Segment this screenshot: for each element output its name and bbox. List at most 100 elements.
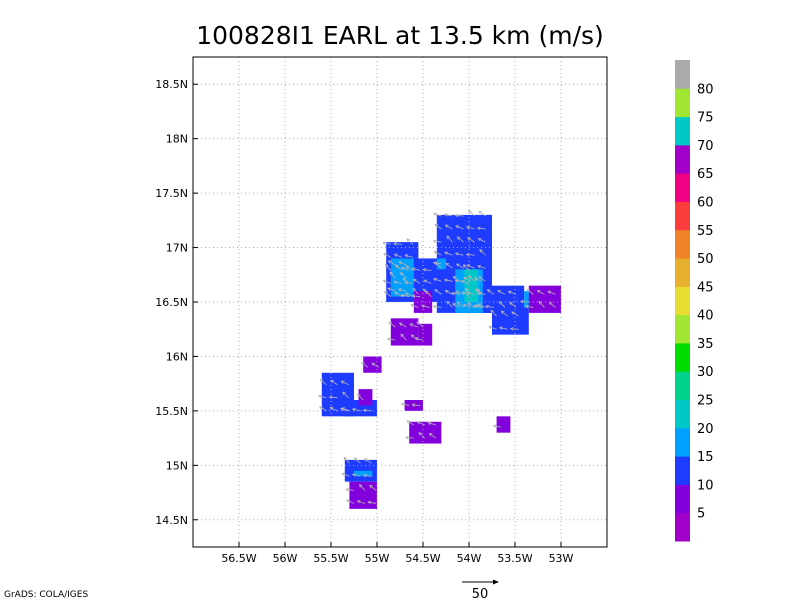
wind-vector-head [387, 260, 392, 264]
wind-vector-head [411, 267, 416, 271]
wind-vector [388, 321, 396, 328]
colorbar-swatch [675, 286, 690, 316]
wind-vector [455, 252, 464, 256]
wind-vector-head [342, 391, 346, 396]
wind-vector-head [360, 361, 365, 366]
wind-vector [466, 254, 475, 256]
wind-vector [452, 303, 460, 308]
colorbar-label: 25 [697, 394, 714, 409]
wind-vector [497, 290, 506, 295]
wind-vector [399, 322, 407, 328]
wind-vector [455, 215, 464, 217]
wind-vector-head [389, 271, 394, 276]
wind-vector-head [467, 237, 471, 241]
wind-vector-head [343, 456, 348, 461]
wind-vector-head [356, 500, 361, 504]
wind-vector [418, 432, 426, 439]
wind-vector-head [433, 277, 437, 282]
wind-vector-head [404, 435, 409, 440]
wind-vector [354, 457, 361, 464]
wind-vector-head [462, 303, 467, 308]
wind-vector-head [477, 264, 481, 269]
wind-vector [409, 323, 418, 328]
wind-vector-head [500, 310, 505, 315]
wind-vector [417, 421, 426, 426]
y-tick-label: 15.5N [155, 405, 188, 418]
wind-vector [453, 276, 461, 282]
wind-vector [463, 277, 472, 282]
wind-vector-head [367, 500, 372, 505]
speed-region-20 [496, 416, 511, 433]
wind-vector-head [393, 242, 397, 246]
wind-vector [384, 291, 392, 297]
colorbar-label: 15 [697, 450, 714, 465]
wind-vector-head [409, 323, 414, 327]
wind-vector-head [478, 210, 483, 215]
colorbar-label: 10 [697, 478, 714, 493]
wind-vector [413, 278, 421, 284]
wind-vector-head [455, 225, 460, 229]
wind-vector [444, 252, 453, 256]
wind-vector [499, 301, 506, 308]
wind-vector [446, 235, 453, 243]
wind-vector [479, 249, 486, 256]
wind-vector [416, 321, 424, 328]
colorbar-label: 75 [697, 111, 714, 126]
wind-vector [520, 300, 529, 303]
wind-vector [456, 263, 464, 269]
wind-vector [511, 311, 519, 317]
wind-vector-head [467, 210, 472, 214]
wind-vector [341, 380, 349, 386]
wind-vector-head [432, 304, 437, 309]
y-tick-label: 16N [166, 350, 188, 363]
wind-vector-head [414, 337, 419, 341]
wind-vector-head [509, 327, 514, 331]
wind-vector-head [434, 289, 439, 293]
wind-vector [547, 290, 556, 295]
wind-vector [499, 327, 508, 330]
wind-vector [394, 253, 402, 258]
wind-vector-head [511, 311, 515, 315]
wind-vector [488, 326, 497, 330]
wind-vector [394, 292, 403, 297]
wind-vector-head [432, 239, 437, 243]
wind-vector [383, 280, 391, 284]
wind-vector-head [433, 212, 437, 216]
wind-vector [434, 223, 442, 230]
wind-vector-head [416, 321, 421, 325]
wind-vector [330, 379, 338, 386]
wind-vector [475, 288, 483, 295]
colorbar-label: 80 [697, 82, 714, 97]
colorbar-label: 70 [697, 139, 714, 154]
wind-vector [467, 237, 475, 243]
wind-vector-head [387, 287, 391, 291]
wind-vector-head [485, 304, 489, 309]
colorbar-swatch [675, 512, 690, 542]
colorbar-swatch [675, 484, 690, 514]
colorbar-label: 50 [697, 252, 714, 267]
wind-vector [357, 500, 366, 504]
wind-vector [525, 305, 534, 308]
wind-vector [451, 292, 460, 295]
wind-vector-head [434, 223, 439, 228]
wind-vector [468, 275, 475, 282]
wind-vector-head [444, 224, 449, 228]
wind-vector [359, 484, 366, 491]
x-tick-label: 55.5W [313, 552, 348, 565]
wind-vector-head [427, 421, 432, 426]
wind-vector-head [444, 290, 449, 294]
wind-vector-head [404, 292, 409, 296]
wind-vector [455, 290, 464, 295]
wind-vector-head [399, 272, 404, 276]
wind-vector [467, 264, 475, 269]
wind-vector-head [467, 302, 471, 306]
wind-vector [501, 310, 508, 317]
wind-vector-head [384, 263, 389, 268]
wind-vector-head [411, 403, 416, 407]
wind-vector [446, 301, 453, 308]
colorbar-swatch [675, 88, 690, 118]
wind-vector-head [382, 241, 386, 245]
wind-vector-head [318, 406, 323, 410]
wind-vector [320, 379, 327, 386]
wind-vector [474, 277, 483, 282]
